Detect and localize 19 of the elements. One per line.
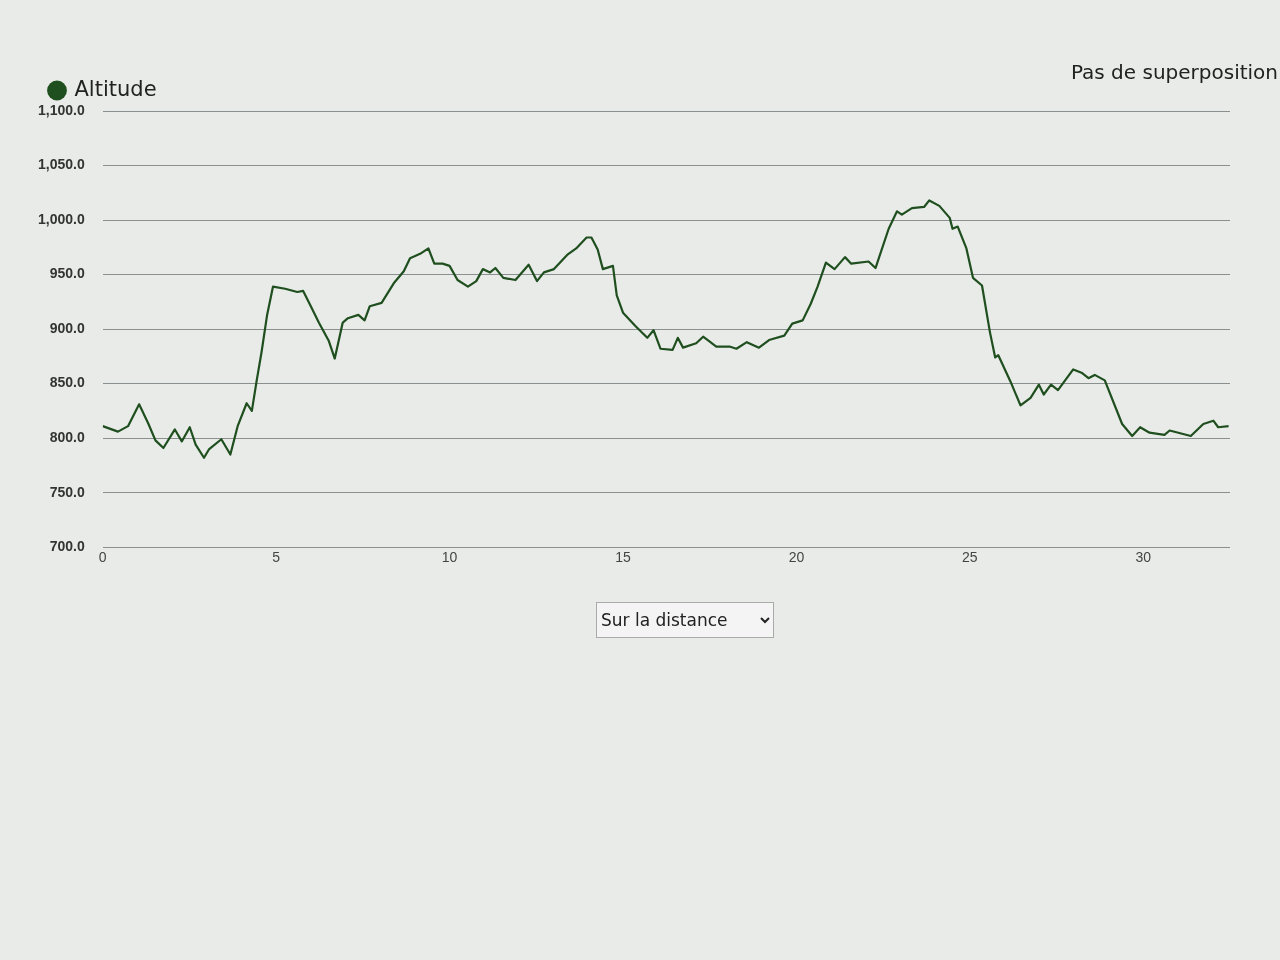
x-tick-label: 30 [1135,549,1152,566]
x-tick-label: 25 [962,549,978,566]
y-tick-label: 700.0 [49,538,85,555]
x-tick-label: 20 [788,549,805,566]
legend-label: Altitude [74,76,157,101]
text: Sur la distance [596,602,774,638]
y-tick-label: 900.0 [49,319,85,336]
y-tick-label: 1,000.0 [37,210,85,227]
x-tick-label: 0 [98,549,107,566]
x-tick-label: 15 [615,549,631,566]
y-tick-label: 850.0 [49,374,85,391]
y-tick-label: 1,050.0 [37,156,85,173]
y-tick-label: 800.0 [49,429,85,446]
y-tick-label: 950.0 [49,265,85,282]
y-tick-label: 1,100.0 [37,101,85,118]
y-tick-label: 750.0 [49,483,85,500]
text: Pas de superposition [1070,60,1278,84]
x-tick-label: 10 [441,549,458,566]
x-tick-label: 5 [272,549,281,566]
